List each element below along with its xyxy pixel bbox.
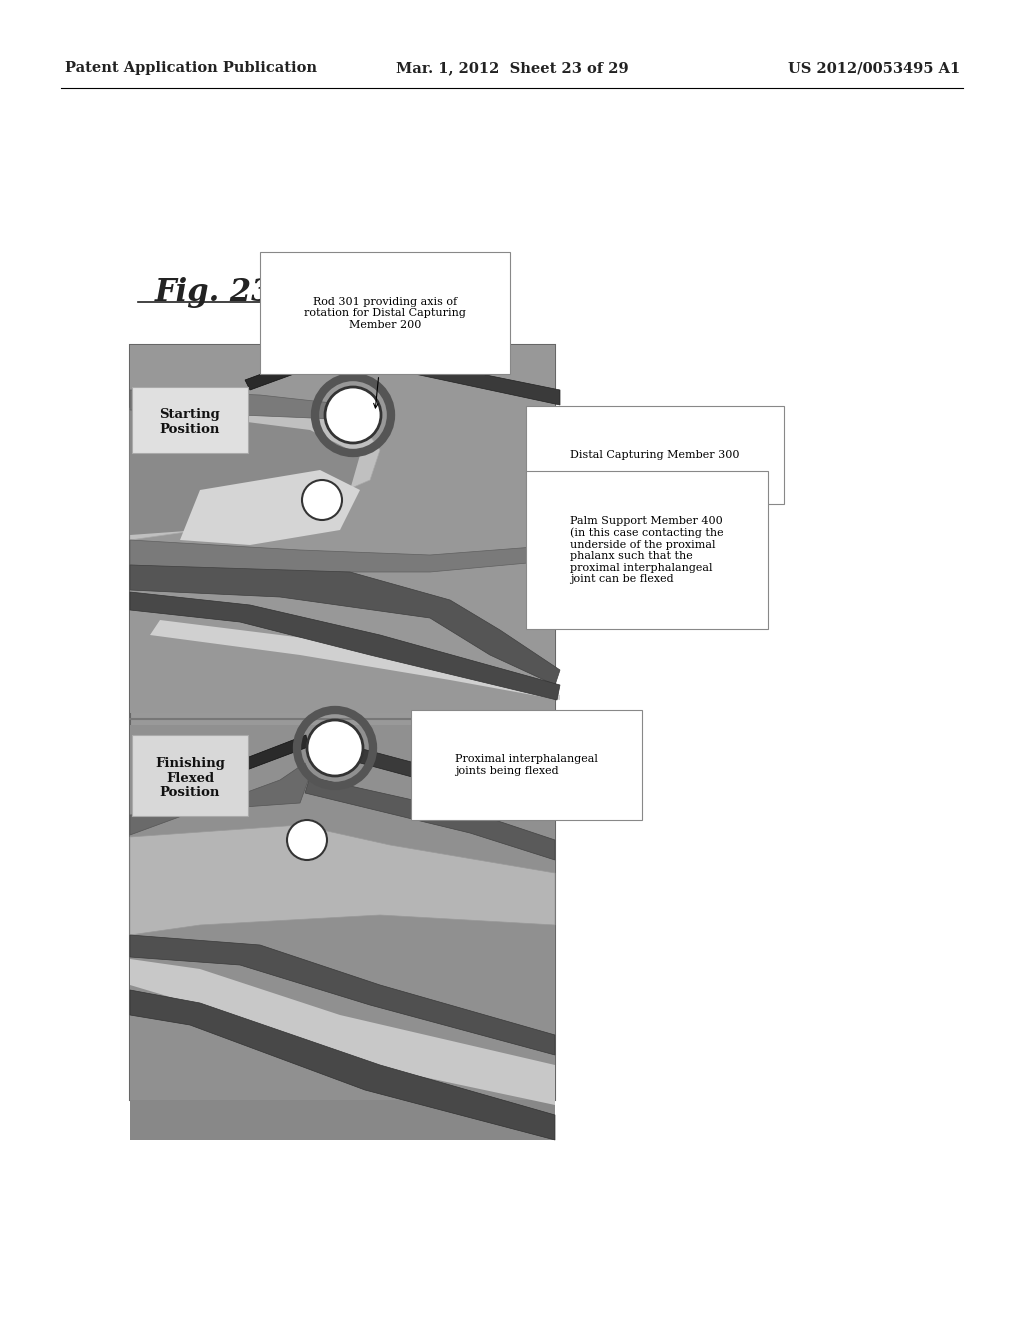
Text: Mar. 1, 2012  Sheet 23 of 29: Mar. 1, 2012 Sheet 23 of 29 [395, 61, 629, 75]
Text: US 2012/0053495 A1: US 2012/0053495 A1 [787, 61, 961, 75]
Polygon shape [130, 389, 360, 420]
Circle shape [287, 820, 327, 861]
Text: Globe System 200: Globe System 200 [295, 282, 397, 292]
Polygon shape [130, 960, 555, 1105]
Polygon shape [130, 411, 360, 535]
Text: Proximal interphalangeal
joints being flexed: Proximal interphalangeal joints being fl… [434, 754, 598, 776]
Text: Concepts used in Finger: Concepts used in Finger [295, 268, 433, 279]
Polygon shape [180, 470, 360, 545]
Circle shape [307, 719, 362, 776]
Polygon shape [215, 735, 308, 780]
Polygon shape [130, 408, 380, 540]
Text: Rod 301 providing axis of
rotation for Distal Capturing
Member 200: Rod 301 providing axis of rotation for D… [304, 297, 466, 408]
Text: Distal Capturing Member 300: Distal Capturing Member 300 [559, 449, 739, 459]
Polygon shape [305, 777, 555, 861]
Polygon shape [245, 347, 338, 389]
Polygon shape [150, 620, 560, 700]
FancyBboxPatch shape [132, 387, 248, 453]
FancyBboxPatch shape [130, 345, 555, 713]
Polygon shape [130, 825, 555, 935]
Polygon shape [130, 591, 560, 700]
Circle shape [325, 387, 381, 444]
FancyBboxPatch shape [130, 725, 555, 1100]
Circle shape [302, 480, 342, 520]
Text: Patent Application Publication: Patent Application Publication [65, 61, 317, 75]
Polygon shape [130, 935, 555, 1055]
Text: Starting
Position: Starting Position [160, 408, 220, 436]
FancyBboxPatch shape [132, 735, 248, 816]
Text: Palm Support Member 400
(in this case contacting the
underside of the proximal
p: Palm Support Member 400 (in this case co… [559, 511, 724, 585]
FancyBboxPatch shape [130, 1100, 555, 1140]
FancyBboxPatch shape [130, 345, 555, 1100]
Polygon shape [130, 565, 560, 685]
Polygon shape [310, 735, 490, 799]
Polygon shape [338, 345, 560, 405]
Polygon shape [130, 763, 310, 836]
Text: Fig. 23: Fig. 23 [155, 276, 273, 308]
Text: Finishing
Flexed
Position: Finishing Flexed Position [155, 756, 225, 800]
Polygon shape [130, 540, 560, 572]
Polygon shape [130, 990, 555, 1140]
